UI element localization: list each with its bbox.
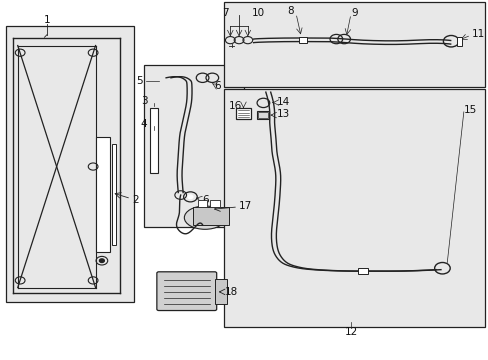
Text: 9: 9 [350,8,357,18]
Bar [358,268,367,274]
Text: 10: 10 [251,8,264,18]
Text: 5: 5 [136,76,143,86]
FancyBboxPatch shape [235,108,251,119]
Text: 14: 14 [276,97,289,107]
Ellipse shape [184,206,225,229]
Text: 2: 2 [132,195,139,205]
Text: 6: 6 [202,195,209,205]
Bar [5,26,134,302]
FancyBboxPatch shape [258,112,267,118]
Bar [192,207,229,225]
Text: 16: 16 [228,101,242,111]
Text: 12: 12 [344,327,357,337]
Text: 6: 6 [214,81,221,91]
Bar [456,37,462,45]
Text: 8: 8 [287,6,293,17]
Circle shape [187,195,192,199]
Text: 15: 15 [463,105,476,115]
Bar [214,279,226,304]
Bar [209,201,219,207]
Text: 4: 4 [141,120,147,129]
FancyBboxPatch shape [157,272,216,311]
Bar [197,201,207,207]
Bar [111,144,116,244]
Bar [150,108,158,173]
Bar [144,65,244,226]
Bar [224,3,484,87]
Text: 7: 7 [221,8,228,18]
Bar [224,89,484,327]
Circle shape [99,259,104,262]
Bar [95,137,110,252]
Text: 1: 1 [43,15,50,26]
Bar [299,37,306,43]
Text: 3: 3 [141,96,147,106]
Text: 18: 18 [224,287,237,297]
Text: 17: 17 [239,201,252,211]
FancyBboxPatch shape [256,111,269,119]
Text: 13: 13 [276,109,289,120]
Text: 11: 11 [470,30,484,39]
